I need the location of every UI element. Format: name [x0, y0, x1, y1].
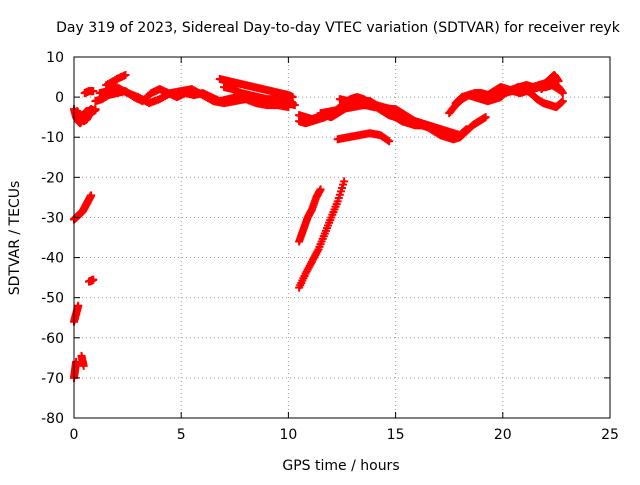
y-tick-label: 0: [55, 90, 64, 106]
data-point: [288, 93, 297, 102]
data-point: [338, 184, 346, 193]
chart-title: Day 319 of 2023, Sidereal Day-to-day VTE…: [56, 20, 621, 36]
data-point: [339, 180, 348, 189]
data-point: [288, 99, 297, 108]
y-tick-label: -80: [41, 411, 64, 427]
data-point: [89, 87, 98, 96]
x-tick-label: 10: [279, 427, 297, 443]
y-tick-label: -10: [41, 130, 64, 146]
data-point: [554, 77, 563, 86]
data-point: [340, 177, 349, 186]
data-point: [79, 361, 88, 370]
data-point: [335, 190, 344, 199]
data-point: [558, 97, 567, 106]
y-axis-title: SDTVAR / TECUs: [7, 181, 23, 296]
data-point: [385, 137, 394, 146]
y-tick-label: -50: [41, 291, 64, 307]
data-point: [481, 113, 490, 122]
data-point: [558, 89, 567, 98]
y-tick-label: -30: [41, 210, 64, 226]
tick-layer: 0 5 10 15 20 25 10 0 -10 -20 -30 -40 -50 -60 -70 -80: [41, 50, 619, 443]
data-point: [89, 275, 98, 284]
y-tick-label: -60: [41, 331, 64, 347]
data-point: [336, 187, 345, 196]
x-tick-label: 5: [177, 427, 186, 443]
data-point: [87, 191, 96, 200]
plot-frame: [73, 56, 611, 419]
x-axis-title: GPS time / hours: [282, 458, 399, 474]
data-point: [74, 301, 83, 310]
data-point: [121, 71, 130, 80]
data-point: [387, 105, 396, 114]
y-tick-label: -40: [41, 251, 64, 267]
data-layer: [70, 71, 567, 382]
x-tick-label: 15: [387, 427, 405, 443]
y-tick-label: -20: [41, 170, 64, 186]
data-point: [91, 105, 100, 114]
y-tick-label: -70: [41, 371, 64, 387]
data-point: [316, 185, 325, 194]
y-tick-label: 10: [46, 50, 64, 66]
x-tick-label: 20: [494, 427, 512, 443]
x-tick-label: 0: [70, 427, 79, 443]
data-point: [554, 85, 563, 94]
x-tick-label: 25: [601, 427, 619, 443]
